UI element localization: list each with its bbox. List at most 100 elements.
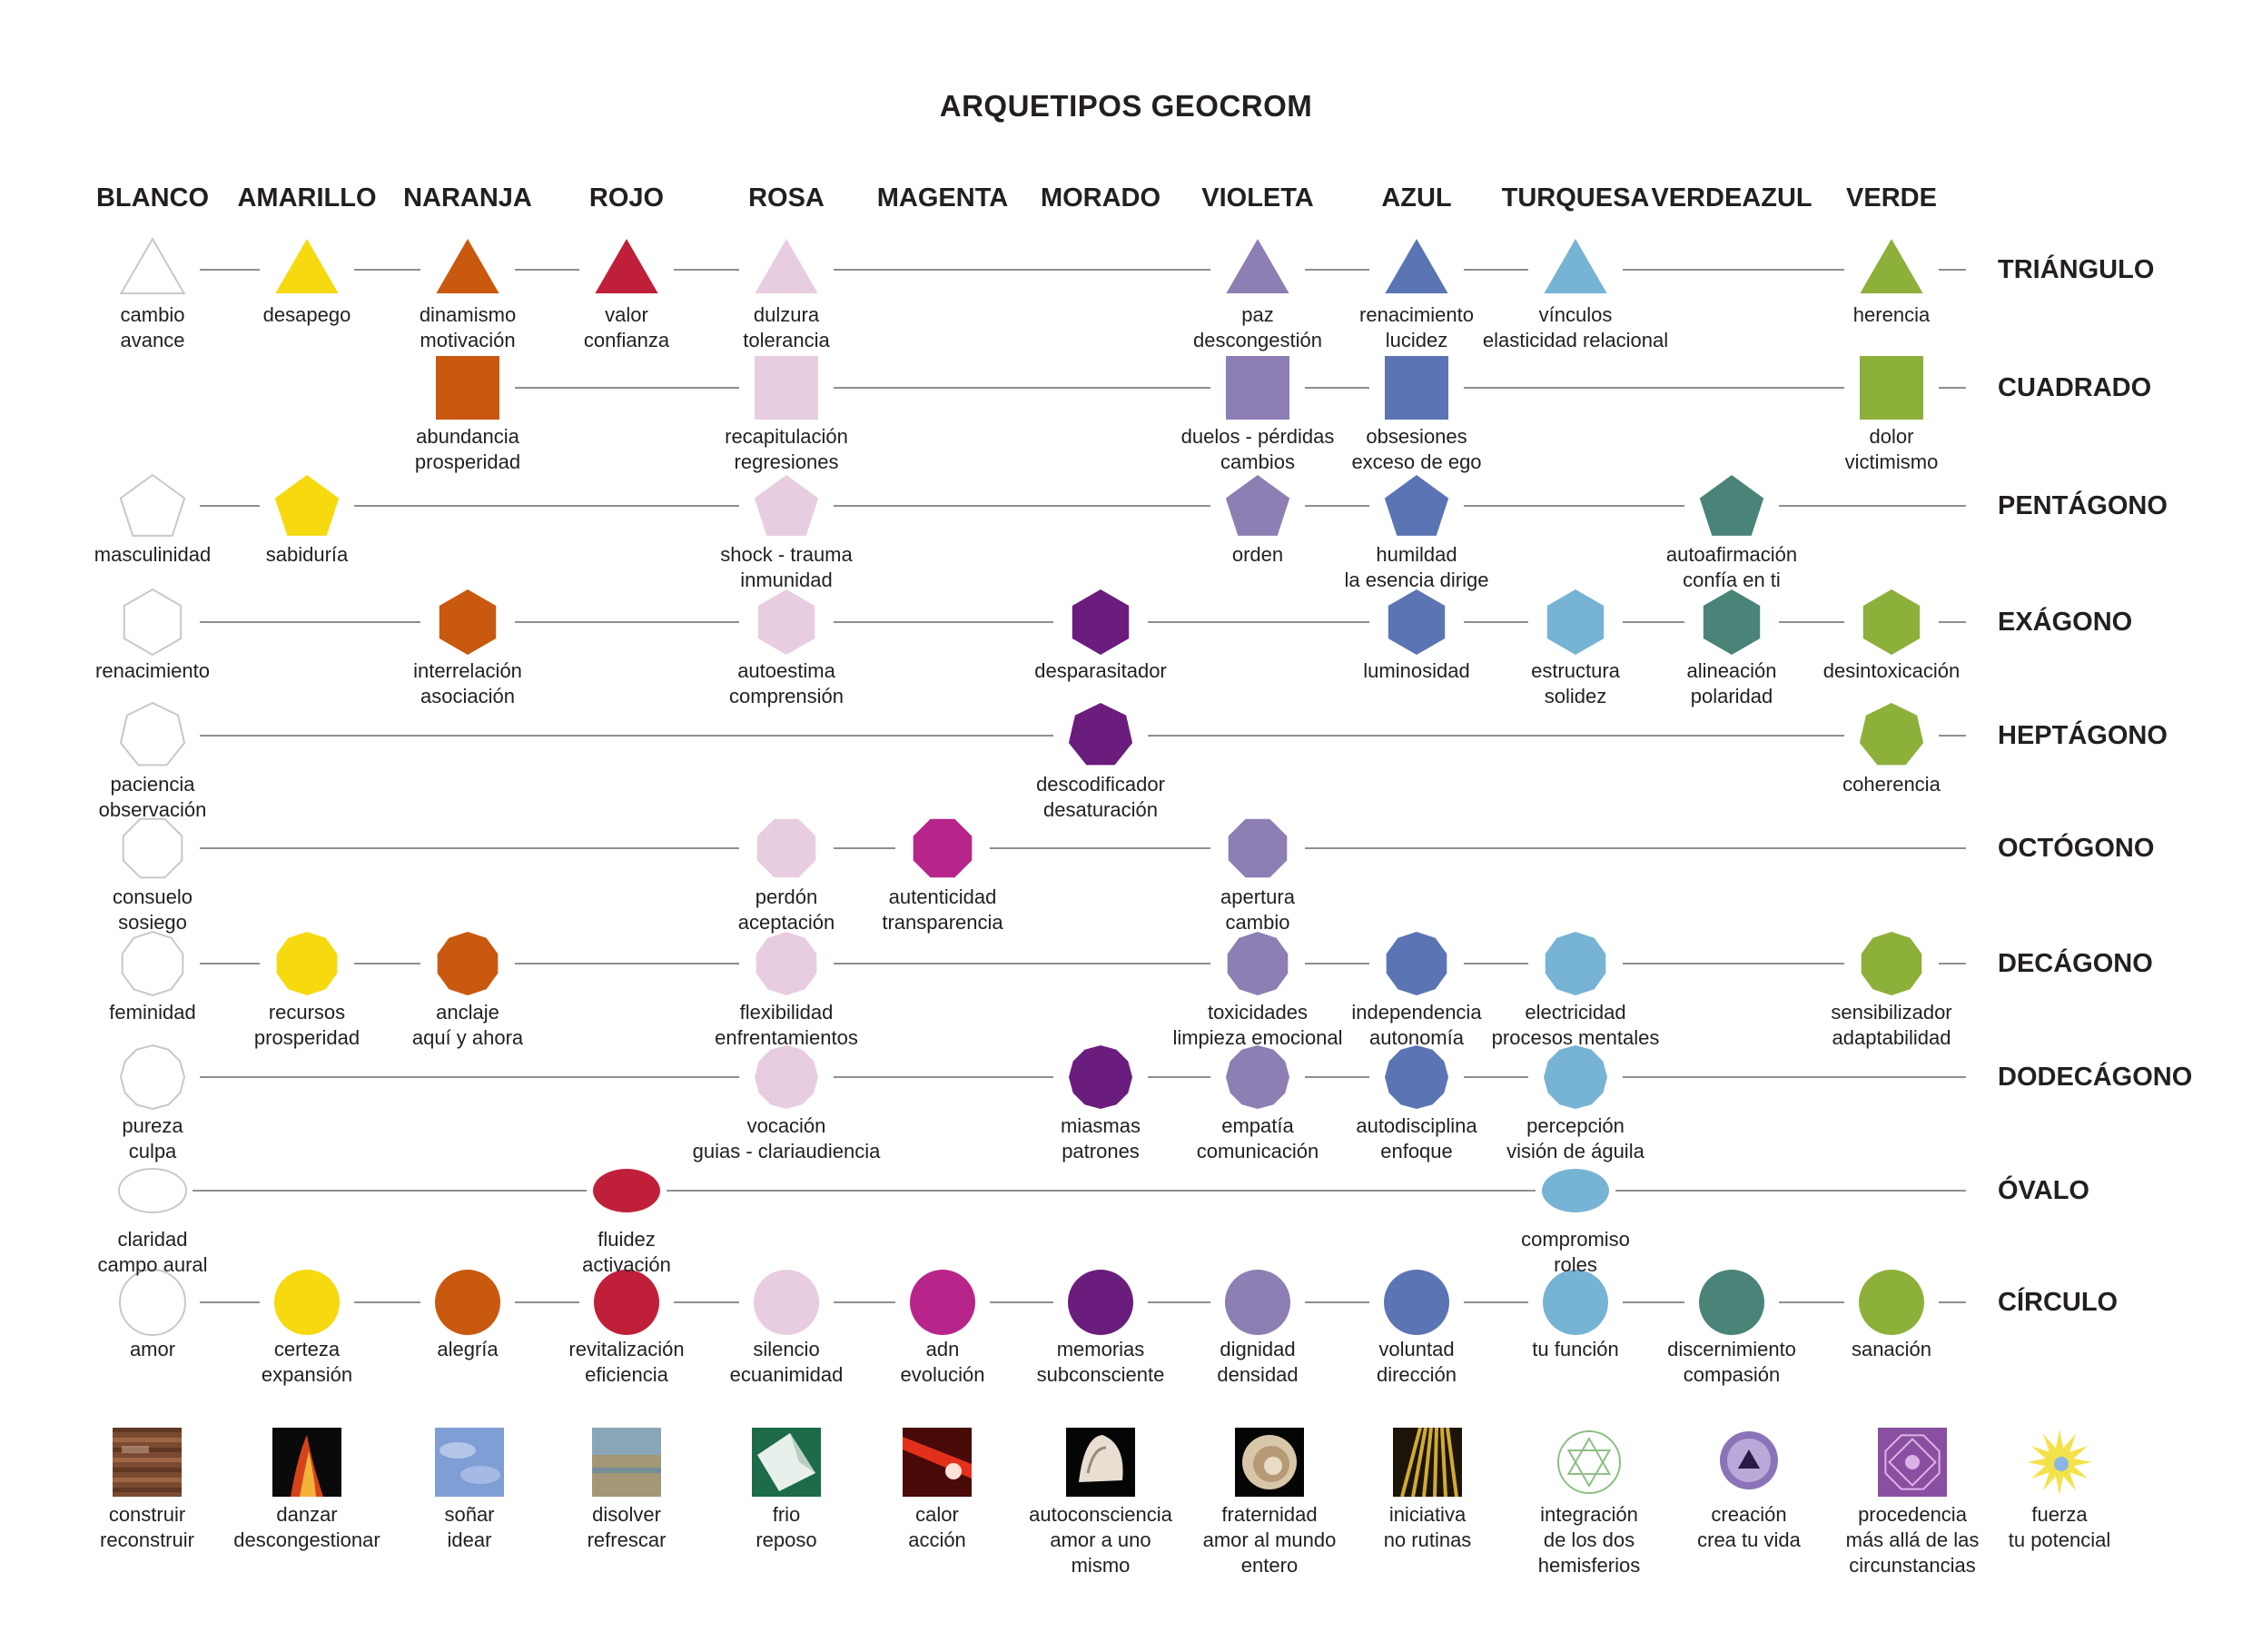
node-label-line: aquí y ahora: [411, 1026, 524, 1049]
texture-label-line: danzar: [276, 1503, 338, 1526]
texture-label-3: disolver refrescar: [527, 1502, 726, 1553]
node-label-line: masculinidad: [94, 543, 212, 566]
node-label-line: confía en ti: [1683, 569, 1781, 591]
node-label-hexagon-morado: desparasitador: [983, 658, 1219, 684]
node-label-line: luminosidad: [1363, 659, 1470, 682]
node-label-line: orden: [1231, 543, 1284, 566]
column-header-4: ROSA: [748, 183, 825, 213]
sri-yantra-icon: [1555, 1428, 1624, 1497]
node-label-line: cambios: [1220, 450, 1295, 473]
node-label-decagon-blanco: feminidad: [35, 1000, 271, 1025]
node-label-dodecagon-morado: miasmas patrones: [983, 1113, 1219, 1164]
node-label-line: recapitulación: [725, 425, 848, 448]
node-label-line: evolución: [900, 1363, 985, 1386]
node-label-pentagon-violeta: orden: [1140, 542, 1376, 568]
node-label-line: confianza: [583, 329, 670, 351]
row-5: [105, 817, 1966, 879]
node-label-line: fluidez: [598, 1228, 656, 1251]
seashell-texture-icon: [1066, 1428, 1135, 1497]
node-label-circle-verde: sanación: [1773, 1337, 2010, 1362]
node-label-line: cambio: [1225, 911, 1290, 934]
row-header-dodecagon: DODECÁGONO: [1998, 1063, 2193, 1092]
shape-circle-verdeazul: [1699, 1270, 1764, 1335]
node-label-oval-blanco: claridad campo aural: [35, 1227, 271, 1278]
node-label-decagon-turquesa: electricidad procesos mentales: [1457, 1000, 1694, 1051]
shape-triangle-naranja: [436, 239, 499, 293]
node-label-line: polaridad: [1690, 685, 1773, 707]
node-label-line: enfrentamientos: [715, 1026, 858, 1049]
node-label-dodecagon-turquesa: percepción visión de águila: [1457, 1113, 1694, 1164]
shape-triangle-turquesa: [1544, 239, 1607, 293]
node-label-line: dignidad: [1220, 1338, 1296, 1360]
flame-texture-icon: [272, 1428, 341, 1497]
node-label-line: sanación: [1851, 1338, 1932, 1360]
shape-triangle-rojo: [595, 239, 658, 293]
texture-label-line: entero: [1240, 1554, 1299, 1577]
node-label-line: comprensión: [729, 685, 844, 707]
row-header-triangle: TRIÁNGULO: [1998, 255, 2155, 284]
node-label-triangle-violeta: paz descongestión: [1140, 302, 1376, 353]
node-label-line: densidad: [1217, 1363, 1299, 1386]
texture-label-line: más allá de las: [1845, 1528, 1980, 1551]
node-label-pentagon-rosa: shock - trauma inmunidad: [668, 542, 904, 593]
sky-texture-icon: [435, 1428, 504, 1497]
row-9: [105, 1269, 1966, 1336]
node-label-decagon-amarillo: recursos prosperidad: [189, 1000, 425, 1051]
node-label-hexagon-naranja: interrelación asociación: [350, 658, 586, 709]
row-3: [105, 588, 1966, 657]
row-header-decagon: DECÁGONO: [1998, 949, 2153, 978]
row-7: [105, 1044, 1966, 1111]
texture-label-line: mismo: [1071, 1554, 1131, 1577]
node-label-line: revitalización: [568, 1338, 685, 1360]
node-label-line: inmunidad: [740, 569, 833, 591]
node-label-dodecagon-azul: autodisciplina enfoque: [1299, 1113, 1535, 1164]
shape-dodecagon-violeta: [1226, 1045, 1289, 1109]
page-title: ARQUETIPOS GEOCROM: [939, 89, 1313, 123]
node-label-line: elasticidad relacional: [1482, 329, 1669, 351]
node-label-heptagon-blanco: paciencia observación: [35, 772, 271, 823]
node-label-line: interrelación: [413, 659, 522, 682]
node-label-circle-blanco: amor: [35, 1337, 271, 1362]
column-header-7: VIOLETA: [1201, 183, 1314, 213]
shape-circle-morado: [1068, 1270, 1133, 1335]
node-label-line: alegría: [437, 1338, 499, 1360]
shape-decagon-blanco: [121, 930, 184, 997]
node-label-decagon-verde: sensibilizador adaptabilidad: [1773, 1000, 2010, 1051]
shape-hexagon-turquesa: [1546, 589, 1605, 655]
golden-rays-texture-icon: [1393, 1427, 1462, 1498]
node-label-line: compromiso: [1521, 1228, 1630, 1251]
node-label-line: perdón: [755, 885, 818, 908]
node-label-line: desparasitador: [1034, 659, 1167, 682]
node-label-line: autodisciplina: [1356, 1114, 1477, 1137]
column-header-11: VERDE: [1846, 183, 1937, 213]
node-label-line: campo aural: [97, 1253, 208, 1276]
node-label-oval-turquesa: compromiso roles: [1457, 1227, 1694, 1278]
node-label-line: procesos mentales: [1491, 1026, 1660, 1049]
node-label-line: duelos - pérdidas: [1180, 425, 1335, 448]
node-label-line: roles: [1554, 1253, 1597, 1276]
shape-triangle-rosa: [755, 239, 818, 293]
texture-label-1: danzar descongestionar: [207, 1502, 407, 1553]
row-header-oval: ÓVALO: [1998, 1176, 2089, 1205]
node-label-octagon-rosa: perdón aceptación: [668, 885, 904, 935]
node-label-line: adaptabilidad: [1832, 1026, 1951, 1049]
texture-label-9: integración de los dos hemisferios: [1489, 1502, 1689, 1578]
shape-heptagon-verde: [1859, 703, 1924, 766]
node-label-hexagon-turquesa: estructura solidez: [1457, 658, 1694, 709]
node-label-line: abundancia: [416, 425, 519, 448]
texture-label-line: acción: [908, 1528, 966, 1551]
row-header-octagon: OCTÓGONO: [1998, 834, 2155, 863]
node-label-triangle-azul: renacimiento lucidez: [1299, 302, 1535, 353]
shape-dodecagon-morado: [1069, 1045, 1132, 1109]
node-label-line: prosperidad: [414, 450, 521, 473]
shape-decagon-turquesa: [1545, 932, 1606, 995]
texture-label-line: autoconsciencia: [1029, 1503, 1172, 1526]
texture-label-line: calor: [915, 1503, 959, 1526]
node-label-circle-rojo: revitalización eficiencia: [509, 1337, 745, 1388]
shape-hexagon-azul: [1388, 589, 1446, 655]
node-label-line: dirección: [1376, 1363, 1457, 1386]
node-label-line: aceptación: [737, 911, 835, 934]
node-label-square-violeta: duelos - pérdidas cambios: [1140, 424, 1376, 475]
node-label-line: dolor: [1869, 425, 1914, 448]
texture-label-10: creación crea tu vida: [1649, 1502, 1849, 1553]
